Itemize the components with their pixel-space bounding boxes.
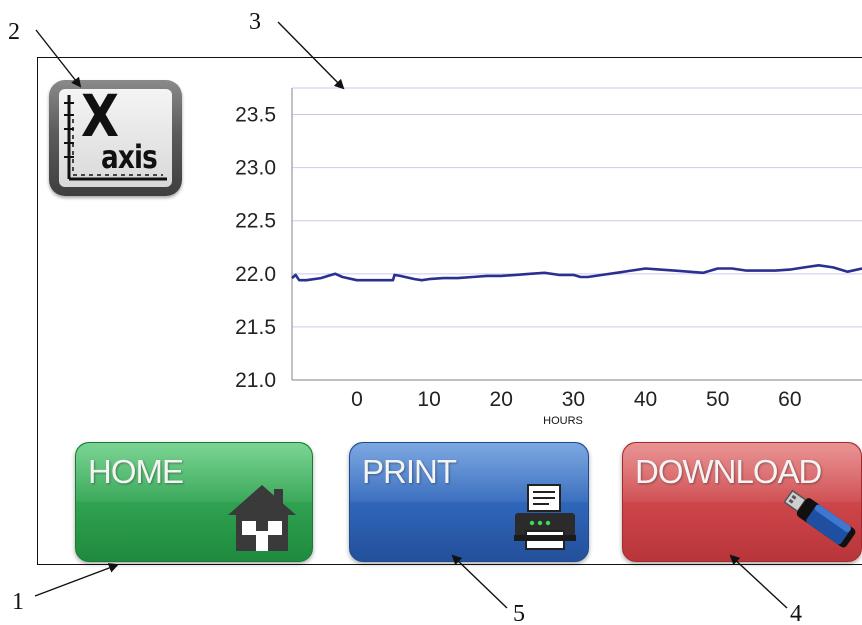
x-axis-button[interactable]: X axis xyxy=(49,80,182,196)
chart-grid xyxy=(292,87,862,381)
x-tick-label: 50 xyxy=(706,388,729,411)
home-button-sheen xyxy=(76,443,312,502)
print-button[interactable]: PRINT xyxy=(349,442,589,562)
printer-icon xyxy=(514,484,576,550)
callout-number-1: 1 xyxy=(12,589,24,615)
chart-axes xyxy=(291,88,862,381)
device-screen-frame xyxy=(37,57,862,565)
download-button-label: DOWNLOAD xyxy=(635,453,822,490)
series-line xyxy=(291,263,862,282)
callout-number-3: 3 xyxy=(249,9,261,35)
home-button[interactable]: HOME xyxy=(75,442,313,562)
x-tick-label: 20 xyxy=(490,388,513,411)
download-button-sheen xyxy=(623,443,861,502)
callout-number-5: 5 xyxy=(513,601,525,625)
y-tick-label: 23.5 xyxy=(235,104,276,127)
usb-drive-icon xyxy=(783,489,856,548)
x-tick-label: 0 xyxy=(351,388,363,411)
home-button-label: HOME xyxy=(88,453,184,490)
callout-number-2: 2 xyxy=(8,19,20,45)
callout-number-4: 4 xyxy=(790,601,802,625)
house-icon xyxy=(228,485,296,551)
x-axis-button-letter: X xyxy=(81,89,120,150)
x-tick-label: 10 xyxy=(417,388,440,411)
x-tick-label: 30 xyxy=(562,388,585,411)
y-tick-label: 21.0 xyxy=(235,369,276,392)
x-axis-button-word: axis xyxy=(101,138,158,176)
x-tick-label: 60 xyxy=(778,388,801,411)
print-button-label: PRINT xyxy=(362,453,457,490)
y-tick-label: 21.5 xyxy=(235,316,276,339)
y-tick-label: 23.0 xyxy=(235,157,276,180)
y-tick-label: 22.0 xyxy=(235,263,276,286)
chart-tick-labels: 21.0 21.5 22.0 22.5 23.0 23.5 0 10 20 30 40 50 60 xyxy=(235,104,801,411)
x-axis-icon xyxy=(64,95,167,181)
x-axis-label: HOURS xyxy=(543,415,583,427)
y-tick-label: 22.5 xyxy=(235,210,276,233)
download-button[interactable]: DOWNLOAD xyxy=(622,442,862,562)
chart-series xyxy=(291,263,862,282)
x-tick-label: 40 xyxy=(634,388,657,411)
x-axis-button-face: X axis xyxy=(59,89,172,187)
